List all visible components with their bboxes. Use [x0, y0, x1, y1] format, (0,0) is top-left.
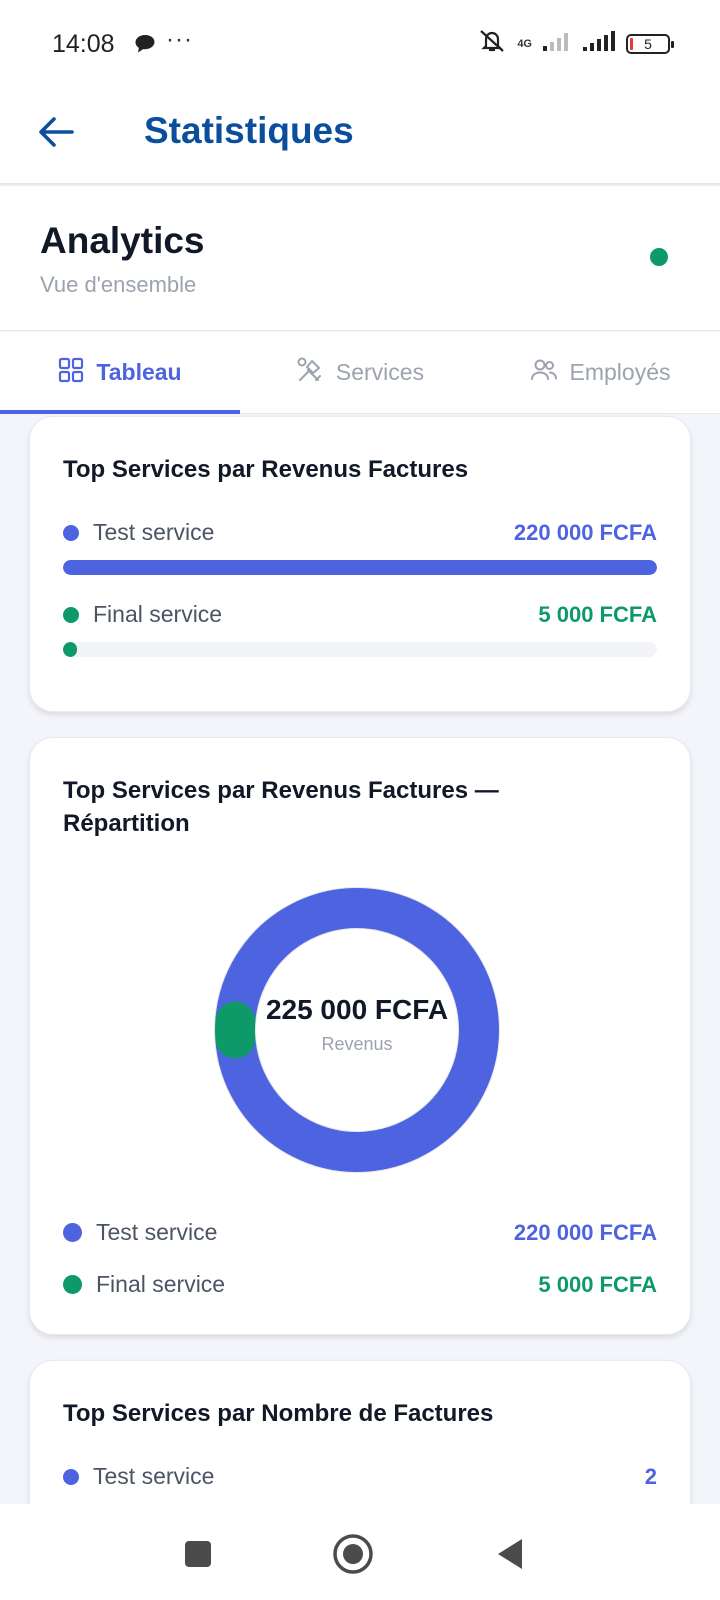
signal-strong-icon	[582, 30, 616, 57]
legend-dot	[63, 1223, 82, 1242]
card-title: Top Services par Revenus Factures — Répa…	[63, 777, 499, 837]
card-title: Top Services par Revenus Factures	[63, 456, 469, 483]
more-notifications-icon: ···	[166, 26, 193, 53]
legend-dot	[63, 1275, 82, 1294]
list-item: Test service 2	[63, 1463, 657, 1490]
donut-total: 225 000 FCFA	[265, 993, 449, 1025]
battery-icon: 5	[626, 33, 674, 54]
list-item: Final service 5 000 FCFA	[63, 601, 657, 628]
list-item: Test service 220 000 FCFA	[63, 519, 657, 546]
system-nav-bar	[0, 1504, 720, 1600]
clock: 14:08	[52, 30, 115, 58]
invoice-count-card: Top Services par Nombre de Factures Test…	[29, 1360, 691, 1504]
tab-label: Employés	[569, 359, 671, 385]
tab-employes[interactable]: Employés	[480, 332, 720, 413]
donut-label: Revenus	[321, 1033, 393, 1054]
service-value: 5 000 FCFA	[538, 601, 657, 627]
users-icon	[530, 358, 558, 388]
dashboard-content[interactable]: Top Services par Revenus Factures Test s…	[0, 414, 720, 1504]
donut-slice-test-service	[215, 888, 499, 1172]
legend-label: Final service	[96, 1271, 226, 1297]
analytics-header: Analytics Vue d'ensemble	[0, 186, 720, 331]
status-indicator	[650, 248, 668, 266]
page-title: Statistiques	[144, 110, 354, 151]
arrow-left-icon[interactable]	[34, 110, 78, 154]
chat-bubble-icon	[134, 34, 156, 59]
legend-dot	[63, 524, 79, 541]
square-icon[interactable]	[176, 1532, 220, 1576]
service-name: Test service	[93, 519, 215, 545]
service-value: 2	[644, 1463, 657, 1489]
service-value: 220 000 FCFA	[513, 519, 657, 545]
legend-dot	[63, 606, 79, 623]
service-name: Final service	[93, 601, 223, 627]
grid-icon	[58, 357, 84, 389]
status-bar: 14:08 ··· 4G 5	[0, 0, 720, 88]
donut-chart: 225 000 FCFA Revenus	[213, 886, 501, 1174]
revenue-bars-card: Top Services par Revenus Factures Test s…	[29, 416, 691, 712]
mute-icon	[477, 28, 507, 59]
card-title: Top Services par Nombre de Factures	[63, 1400, 494, 1427]
network-type: 4G	[517, 37, 532, 50]
tab-tableau[interactable]: Tableau	[0, 332, 240, 414]
tools-icon	[296, 356, 324, 390]
progress-fill	[63, 560, 657, 575]
section-subtitle: Vue d'ensemble	[40, 272, 197, 297]
battery-level: 5	[644, 35, 652, 52]
revenue-donut-card: Top Services par Revenus Factures — Répa…	[29, 737, 691, 1335]
progress-bar	[63, 560, 657, 575]
tab-label: Services	[335, 359, 425, 385]
progress-fill	[63, 642, 77, 657]
service-name: Test service	[93, 1463, 215, 1489]
legend-item: Final service 5 000 FCFA	[63, 1271, 657, 1298]
legend-label: Test service	[96, 1219, 218, 1245]
tab-bar: Tableau Services Employés	[0, 332, 720, 414]
signal-weak-icon	[542, 30, 572, 57]
tab-label: Tableau	[96, 359, 182, 385]
tab-services[interactable]: Services	[240, 332, 480, 413]
section-title: Analytics	[40, 220, 205, 261]
legend-value: 220 000 FCFA	[513, 1219, 657, 1245]
back-triangle-icon[interactable]	[488, 1532, 532, 1576]
app-bar: Statistiques	[0, 88, 720, 184]
legend-dot	[63, 1468, 79, 1485]
legend-item: Test service 220 000 FCFA	[63, 1219, 657, 1246]
legend-value: 5 000 FCFA	[538, 1271, 657, 1297]
progress-bar	[63, 642, 657, 657]
home-circle-icon[interactable]	[331, 1532, 375, 1576]
